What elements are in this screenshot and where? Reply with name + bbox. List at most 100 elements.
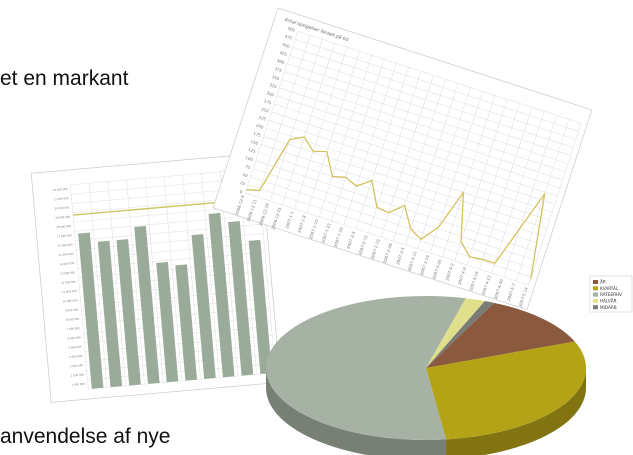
line-ytick-label: 200 bbox=[255, 123, 264, 130]
line-ytick-label: 75 bbox=[245, 164, 252, 170]
bar-gridline bbox=[182, 175, 201, 380]
bar-ytick-label: 2 000 000 bbox=[71, 372, 85, 377]
pie-slice bbox=[265, 296, 466, 440]
line-ytick-label: 100 bbox=[245, 155, 254, 162]
line-xtick-label: 2007-1-8 bbox=[297, 214, 308, 233]
bar-ytick-label: 20 000 000 bbox=[54, 205, 69, 210]
line-gridline bbox=[516, 119, 570, 282]
bar bbox=[208, 212, 235, 378]
line-xtick-label: 2007-4-2 bbox=[444, 262, 455, 281]
bar-gridline bbox=[70, 184, 89, 390]
line-xtick-label: 2006-12-4 bbox=[234, 194, 245, 216]
line-gridline bbox=[255, 160, 540, 253]
bar bbox=[175, 264, 198, 381]
line-gridline bbox=[247, 184, 532, 278]
bar-ytick-label: 10 000 000 bbox=[62, 298, 77, 303]
line-gridline bbox=[417, 87, 471, 250]
pie-legend-label: KVARTAL bbox=[600, 286, 619, 291]
bar bbox=[78, 232, 104, 389]
line-gridline bbox=[287, 63, 571, 156]
bar-ytick-label: 21 000 000 bbox=[54, 196, 69, 201]
pie-legend-label: HALVÅR bbox=[600, 299, 617, 304]
line-gridline bbox=[279, 87, 563, 181]
line-gridline bbox=[258, 152, 542, 245]
bar-ytick-label: 13 000 000 bbox=[60, 270, 75, 275]
pie-legend-label: RATEERHV bbox=[600, 292, 622, 297]
line-xtick-label: 2007-4-9 bbox=[457, 266, 468, 285]
line-gridline bbox=[276, 95, 561, 189]
line-xtick-label: 2007-3-12 bbox=[407, 250, 418, 272]
line-ytick-label: 150 bbox=[250, 139, 259, 146]
line-xtick-label: 2007-4-16 bbox=[468, 270, 479, 292]
pie-legend-swatch bbox=[593, 298, 598, 303]
bar-gridline bbox=[107, 181, 126, 386]
line-gridline bbox=[266, 127, 550, 221]
bar-ytick-label: 5 000 000 bbox=[68, 345, 82, 350]
line-gridline bbox=[269, 39, 323, 202]
line-gridline bbox=[306, 51, 360, 214]
bar-ytick-label: 11 000 000 bbox=[62, 289, 77, 294]
line-xtick-label: 2007-4-30 bbox=[493, 278, 504, 300]
line-gridline bbox=[503, 115, 557, 278]
line-gridline bbox=[491, 111, 545, 274]
bar bbox=[97, 240, 123, 388]
line-xtick-label: 2007-5-14 bbox=[518, 286, 529, 308]
bar-ytick-label: 4 000 000 bbox=[69, 354, 83, 359]
bar bbox=[191, 234, 216, 379]
pie-legend-label: ÅR bbox=[600, 280, 606, 285]
bar bbox=[156, 261, 179, 383]
bar-ytick-label: 18 000 000 bbox=[56, 224, 71, 229]
line-xtick-label: 2007-1-29 bbox=[333, 226, 344, 248]
pie-slice bbox=[426, 302, 575, 368]
line-gridline bbox=[454, 99, 508, 262]
bar-gridline bbox=[126, 179, 145, 385]
line-gridline bbox=[405, 83, 459, 246]
bar-gridline bbox=[201, 173, 220, 378]
line-gridline bbox=[343, 63, 397, 226]
bar-ytick-label: 14 000 000 bbox=[59, 261, 74, 266]
bar-ytick-label: 19 000 000 bbox=[55, 215, 70, 220]
line-gridline bbox=[284, 71, 569, 165]
line-ytick-label: 425 bbox=[279, 50, 288, 57]
line-ytick-label: 475 bbox=[284, 34, 293, 41]
bar bbox=[248, 239, 272, 375]
line-gridline bbox=[297, 30, 582, 124]
pie-legend-label: MIDARB bbox=[600, 305, 617, 310]
line-ytick-label: 300 bbox=[266, 90, 275, 97]
line-xtick-label: 2007-2-19 bbox=[370, 238, 381, 260]
line-gridline bbox=[245, 192, 529, 286]
line-xtick-label: 2007-1-15 bbox=[308, 218, 319, 240]
line-gridline bbox=[268, 119, 553, 213]
bar-ytick-label: 3 000 000 bbox=[70, 363, 84, 368]
slide-text-top: et en markant bbox=[0, 67, 129, 90]
line-gridline bbox=[281, 79, 566, 173]
bar-ytick-label: 16 000 000 bbox=[58, 242, 73, 247]
line-ytick-label: 225 bbox=[258, 115, 267, 122]
line-ytick-label: 400 bbox=[276, 58, 285, 65]
pie-side bbox=[266, 368, 447, 455]
line-xtick-label: 2007-2-12 bbox=[357, 234, 368, 256]
line-xtick-label: 2007-2-26 bbox=[382, 242, 393, 264]
line-ytick-label: 25 bbox=[239, 180, 246, 186]
line-xtick-label: 2007-1-1 bbox=[284, 210, 295, 229]
line-gridline bbox=[263, 136, 548, 229]
bar-ytick-label: 7 000 000 bbox=[67, 326, 81, 331]
line-ytick-label: 500 bbox=[287, 26, 296, 33]
bar-ytick-label: 6 000 000 bbox=[67, 335, 81, 340]
bar-gridline bbox=[144, 178, 164, 383]
bar-ytick-label: 1 000 000 bbox=[71, 382, 85, 387]
line-ytick-label: 0 bbox=[239, 189, 243, 195]
line-ytick-label: 275 bbox=[263, 98, 272, 105]
line-xtick-label: 2007-3-26 bbox=[431, 258, 442, 280]
bar-ytick-label: 17 000 000 bbox=[57, 233, 72, 238]
line-gridline bbox=[355, 67, 409, 230]
line-ytick-label: 375 bbox=[274, 66, 283, 73]
line-xtick-label: 2007-3-5 bbox=[395, 246, 406, 265]
line-ytick-label: 250 bbox=[261, 106, 270, 113]
line-gridline bbox=[260, 144, 545, 237]
line-gridline bbox=[295, 39, 579, 132]
bar-gridline bbox=[163, 176, 183, 381]
line-gridline bbox=[528, 123, 582, 286]
